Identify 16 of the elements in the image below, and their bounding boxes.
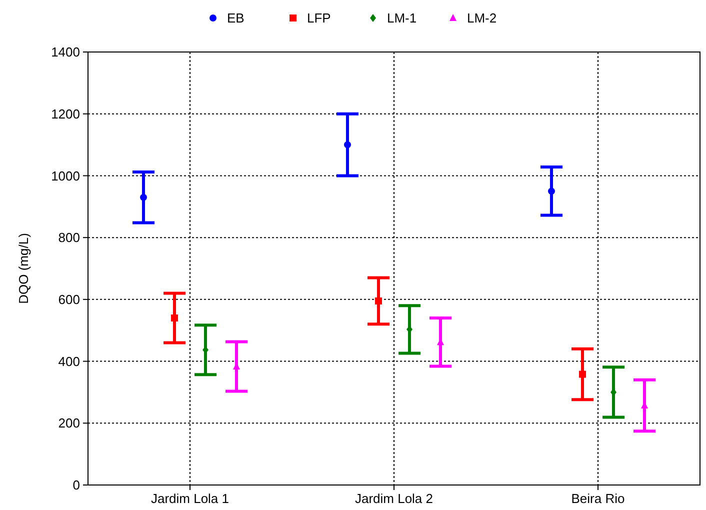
y-tick-label: 200 xyxy=(58,416,80,431)
x-tick-label: Jardim Lola 2 xyxy=(354,491,434,506)
y-tick-label: 1200 xyxy=(51,106,80,122)
legend-label: LM-1 xyxy=(387,10,417,26)
y-tick-label: 0 xyxy=(72,478,80,493)
y-tick-label: 600 xyxy=(58,292,80,307)
y-tick-label: 400 xyxy=(58,354,80,369)
y-tick-label: 1400 xyxy=(51,44,80,60)
legend-label: EB xyxy=(227,10,244,26)
y-tick-label: 1000 xyxy=(51,168,80,184)
x-tick-label: Beira Rio xyxy=(571,491,625,506)
x-tick-label: Jardim Lola 1 xyxy=(150,491,230,506)
legend-label: LM-2 xyxy=(467,10,497,26)
legend-label: LFP xyxy=(307,10,331,26)
y-axis-title: DQO (mg/L) xyxy=(16,233,31,304)
y-tick-label: 800 xyxy=(58,230,80,246)
